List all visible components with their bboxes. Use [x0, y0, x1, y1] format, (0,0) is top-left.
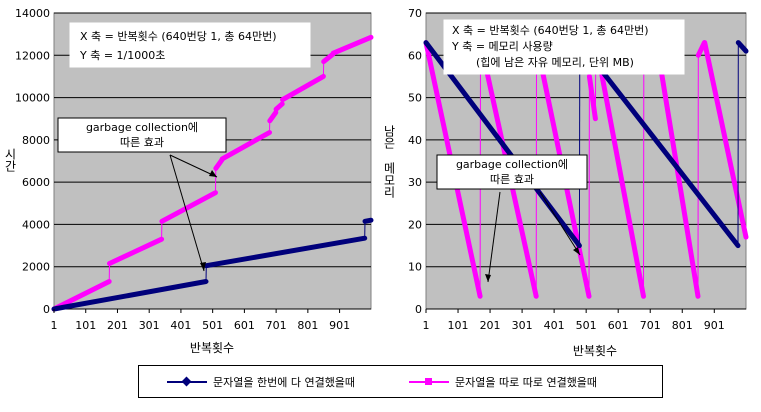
left-info-box: X 축 = 반복횟수 (640번당 1, 총 64만번) Y 축 = 1/100…	[69, 22, 311, 68]
x-tick-label: 701	[640, 319, 661, 332]
y-tick-label: 4000	[22, 218, 50, 231]
series-2-segment	[159, 190, 218, 224]
square-marker-icon	[425, 378, 432, 385]
x-tick-label: 201	[480, 319, 501, 332]
y-tick-label: 20	[408, 218, 422, 231]
left-annotation-arrow-2	[169, 154, 205, 272]
x-tick-label: 601	[608, 319, 629, 332]
x-tick-label: 101	[75, 319, 96, 332]
y-tick-label: 14000	[15, 7, 50, 20]
right-annotation-line-1: garbage collection에	[456, 158, 568, 171]
y-tick-label: 6000	[22, 176, 50, 189]
left-y-axis-label: 시간	[3, 148, 17, 172]
left-chart: 0 2000 4000 6000 8000 10000 12000 14000 1 101 201…	[3, 7, 374, 355]
series-2-segment	[273, 101, 285, 112]
x-tick-label: 501	[576, 319, 597, 332]
series-2-segment	[213, 157, 225, 171]
legend-item-series-1: 문자열을 한번에 다 연결했을때	[167, 375, 355, 389]
x-tick-label: 501	[202, 319, 223, 332]
legend-item-series-2: 문자열을 따로 따로 연결했을때	[409, 375, 597, 389]
y-tick-label: 60	[408, 49, 422, 62]
series-2-segment	[219, 130, 272, 162]
series-1-segment	[51, 279, 209, 312]
left-info-line-2: Y 축 = 1/1000초	[79, 49, 165, 62]
right-annotation-line-2: 따른 효과	[490, 173, 534, 186]
right-y-axis-label-2: 메모리	[382, 162, 396, 198]
series-1-segment	[577, 40, 741, 249]
y-tick-label: 0	[43, 303, 50, 316]
series-2-segment	[321, 51, 336, 65]
series-1-segment	[423, 40, 582, 249]
x-tick-label: 401	[544, 319, 565, 332]
left-annotation-line-2: 따른 효과	[120, 136, 164, 149]
right-annotation-arrow-1	[487, 191, 501, 283]
right-x-axis-label: 반복횟수	[573, 344, 617, 358]
diamond-marker-icon	[181, 376, 192, 387]
left-annotation: garbage collection에 따른 효과	[57, 117, 227, 272]
series-2-segment	[280, 73, 326, 103]
y-tick-label: 10	[408, 261, 422, 274]
series-1-segment	[362, 217, 374, 224]
x-tick-label: 301	[512, 319, 533, 332]
legend-swatch-series-1	[167, 376, 207, 387]
left-annotation-arrow-1	[169, 154, 218, 178]
right-annotation-arrow-2	[539, 191, 581, 256]
y-tick-label: 12000	[15, 49, 50, 62]
right-annotation: garbage collection에 따른 효과	[436, 154, 588, 283]
left-annotation-line-1: garbage collection에	[86, 121, 198, 134]
y-tick-label: 10000	[15, 92, 50, 105]
x-tick-label: 901	[704, 319, 725, 332]
right-info-box: X 축 = 반복횟수 (640번당 1, 총 64만번) Y 축 = 메모리 사…	[443, 19, 685, 75]
series-1-segment	[203, 235, 368, 269]
x-tick-label: 801	[297, 319, 318, 332]
x-tick-label: 401	[170, 319, 191, 332]
legend-label-series-1: 문자열을 한번에 다 연결했을때	[213, 376, 356, 389]
x-tick-label: 901	[329, 319, 350, 332]
left-x-axis-label: 반복횟수	[190, 341, 234, 355]
right-info-line-2: Y 축 = 메모리 사용량	[451, 40, 553, 53]
x-tick-label: 1	[423, 319, 430, 332]
series-2-segment	[330, 34, 374, 56]
legend-label-series-2: 문자열을 따로 따로 연결했을때	[455, 376, 598, 389]
x-tick-label: 101	[448, 319, 469, 332]
right-info-line-3: (힙에 남은 자유 메모리, 단위 MB)	[476, 56, 634, 69]
y-tick-label: 40	[408, 134, 422, 147]
legend: 문자열을 한번에 다 연결했을때 문자열을 따로 따로 연결했을때	[138, 365, 663, 398]
right-y-axis-label-1: 남은	[382, 125, 396, 149]
y-tick-label: 0	[415, 303, 422, 316]
x-tick-label: 301	[139, 319, 160, 332]
y-tick-label: 8000	[22, 134, 50, 147]
x-tick-label: 1	[51, 319, 58, 332]
x-tick-label: 801	[672, 319, 693, 332]
y-tick-label: 50	[408, 92, 422, 105]
y-tick-label: 70	[408, 7, 422, 20]
x-tick-label: 701	[266, 319, 287, 332]
series-2-segment	[51, 279, 112, 312]
y-tick-label: 2000	[22, 261, 50, 274]
left-info-line-1: X 축 = 반복횟수 (640번당 1, 총 64만번)	[80, 30, 277, 43]
legend-swatch-series-2	[409, 378, 449, 385]
right-info-line-1: X 축 = 반복횟수 (640번당 1, 총 64만번)	[452, 24, 649, 37]
x-tick-label: 601	[234, 319, 255, 332]
y-tick-label: 30	[408, 176, 422, 189]
series-2-segment	[702, 40, 749, 240]
x-tick-label: 201	[107, 319, 128, 332]
series-2-segment	[107, 236, 165, 266]
right-chart: 0 10 20 30 40 50 60 70 1 101 201 301 401 501 601 701 80…	[382, 7, 749, 358]
series-2-segment	[593, 40, 646, 299]
series-2-segment	[267, 109, 279, 124]
series-1-segment	[735, 40, 749, 54]
series-2-segment	[586, 73, 598, 122]
